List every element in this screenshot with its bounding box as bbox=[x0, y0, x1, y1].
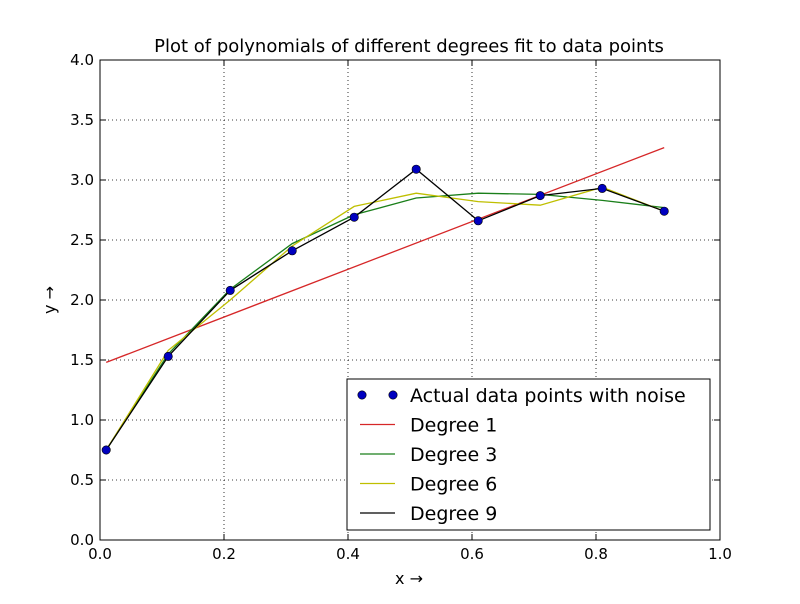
chart-title: Plot of polynomials of different degrees… bbox=[154, 36, 664, 57]
data-point bbox=[659, 206, 669, 216]
series-line-4 bbox=[105, 168, 665, 451]
data-point bbox=[163, 351, 173, 361]
x-tick-label: 0.6 bbox=[460, 545, 484, 563]
y-tick-label: 0.5 bbox=[70, 471, 94, 489]
y-tick-label: 3.0 bbox=[70, 171, 94, 189]
legend-marker bbox=[357, 390, 367, 400]
legend-label: Degree 9 bbox=[410, 503, 497, 525]
x-tick-label: 0.0 bbox=[88, 545, 112, 563]
x-tick-label: 0.8 bbox=[584, 545, 608, 563]
y-axis-label: y → bbox=[40, 286, 59, 314]
y-tick-label: 2.5 bbox=[70, 231, 94, 249]
x-axis-label: x → bbox=[395, 569, 423, 588]
legend-label: Degree 1 bbox=[410, 415, 497, 437]
legend-label: Actual data points with noise bbox=[410, 385, 686, 407]
plot-area bbox=[101, 146, 669, 455]
x-tick-label: 1.0 bbox=[708, 545, 732, 563]
data-point bbox=[349, 212, 359, 222]
x-tick-label: 0.2 bbox=[212, 545, 236, 563]
data-point bbox=[535, 191, 545, 201]
x-tick-label: 0.4 bbox=[336, 545, 360, 563]
y-tick-label: 1.5 bbox=[70, 351, 94, 369]
data-point bbox=[597, 183, 607, 193]
y-tick-label: 3.5 bbox=[70, 111, 94, 129]
legend-marker bbox=[388, 390, 398, 400]
series-line-1 bbox=[105, 146, 665, 364]
y-tick-label: 0.0 bbox=[70, 531, 94, 549]
legend: Actual data points with noise Degree 1 Deg… bbox=[346, 378, 711, 531]
data-point bbox=[473, 216, 483, 226]
axes: 0.0 0.2 0.4 0.6 0.8 1.0 0.0 0.5 1.0 1.5 2.0 2.5 3.0 3… bbox=[70, 51, 732, 563]
series-line-3 bbox=[105, 186, 665, 451]
legend-label: Degree 6 bbox=[410, 474, 497, 496]
series-line-2 bbox=[105, 192, 665, 451]
data-point bbox=[225, 285, 235, 295]
y-tick-label: 4.0 bbox=[70, 51, 94, 69]
y-tick-label: 1.0 bbox=[70, 411, 94, 429]
y-tick-label: 2.0 bbox=[70, 291, 94, 309]
legend-label: Degree 3 bbox=[410, 444, 497, 466]
legend-box bbox=[346, 378, 711, 531]
data-point bbox=[101, 445, 111, 455]
data-point bbox=[287, 246, 297, 256]
data-point bbox=[411, 164, 421, 174]
